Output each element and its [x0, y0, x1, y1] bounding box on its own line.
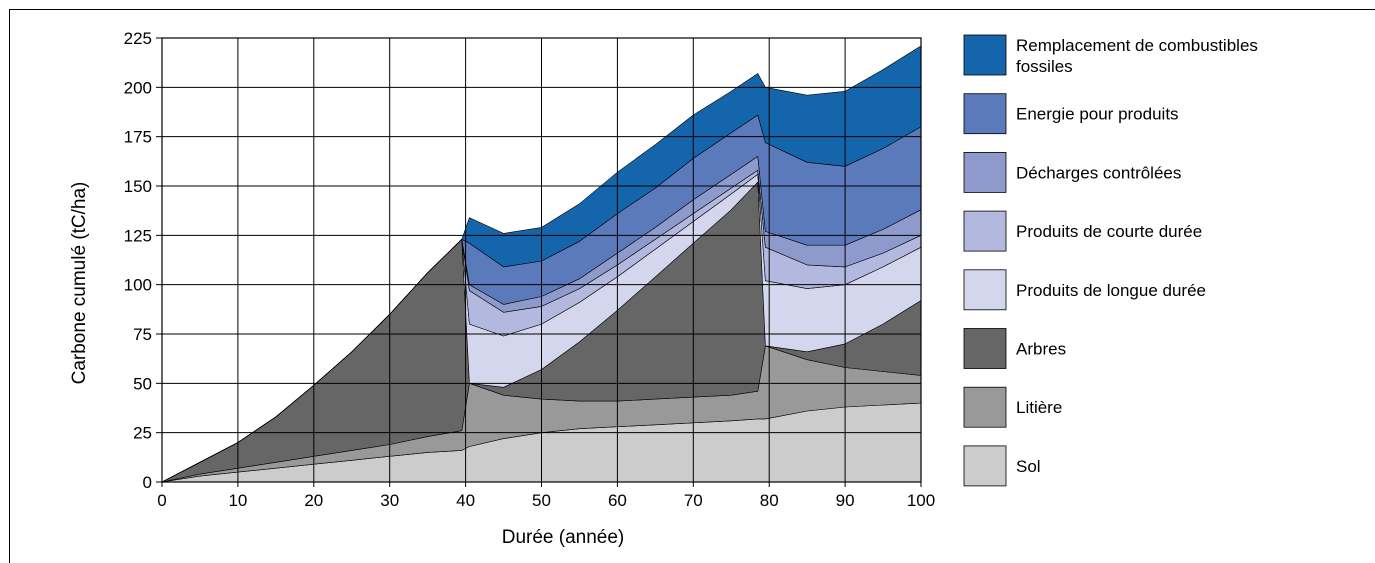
tick-labels: 0 10 20 30 40 50 60 70 80 90 100 0 25 50 75 100 125 150 17…	[124, 29, 936, 510]
legend-label: Décharges contrôlées	[1016, 163, 1181, 182]
legend-item-sol: Sol	[963, 445, 1041, 487]
y-tick-label: 150	[124, 177, 152, 196]
y-tick-label: 225	[124, 29, 152, 48]
legend-swatch	[963, 386, 1007, 428]
x-tick-label: 40	[456, 491, 475, 510]
x-tick-label: 50	[532, 491, 551, 510]
x-axis-label: Durée (année)	[502, 527, 625, 548]
x-tick-label: 100	[907, 491, 935, 510]
legend-label: Produits de courte durée	[1016, 222, 1202, 241]
legend-swatch	[963, 328, 1007, 369]
legend-label: Produits de longue durée	[1016, 281, 1206, 300]
legend-item-energie-pour-produits: Energie pour produits	[963, 93, 1179, 135]
legend-label: Arbres	[1016, 340, 1066, 359]
x-tick-label: 60	[608, 491, 627, 510]
legend-swatch	[963, 93, 1007, 135]
x-tick-label: 20	[304, 491, 323, 510]
y-axis-label: Carbone cumulé (tC/ha)	[69, 182, 90, 385]
y-tick-label: 175	[124, 128, 152, 147]
legend-swatch	[963, 445, 1007, 487]
y-tick-label: 50	[133, 374, 152, 393]
legend-label: Sol	[1016, 457, 1041, 476]
legend-item-litiere: Litière	[963, 386, 1062, 428]
legend-item-arbres: Arbres	[963, 328, 1066, 369]
x-tick-label: 80	[760, 491, 779, 510]
y-tick-label: 0	[143, 473, 152, 492]
y-tick-label: 25	[133, 424, 152, 443]
y-tick-label: 200	[124, 78, 152, 97]
x-tick-label: 0	[157, 491, 166, 510]
figure-frame	[9, 9, 1375, 563]
y-tick-label: 125	[124, 226, 152, 245]
legend-item-produits-de-courte-duree: Produits de courte durée	[963, 210, 1202, 252]
x-tick-label: 90	[836, 491, 855, 510]
y-tick-label: 100	[124, 276, 152, 295]
legend: Remplacement de combustibles fossiles Ener…	[963, 34, 1258, 487]
x-tick-label: 30	[380, 491, 399, 510]
legend-swatch	[963, 151, 1007, 193]
legend-item-decharges-controlees: Décharges contrôlées	[963, 151, 1181, 193]
legend-item-produits-de-longue-duree: Produits de longue durée	[963, 269, 1206, 311]
legend-item-remplacement-de-combustibles-fossiles: Remplacement de combustibles fossiles	[963, 34, 1258, 76]
legend-label: Energie pour produits	[1016, 105, 1179, 124]
legend-label: Litière	[1016, 398, 1062, 417]
y-tick-label: 75	[133, 325, 152, 344]
legend-label: Remplacement de combustibles fossiles	[1016, 36, 1258, 76]
x-tick-label: 70	[684, 491, 703, 510]
x-tick-label: 10	[228, 491, 247, 510]
legend-swatch	[963, 210, 1007, 252]
legend-swatch	[963, 269, 1007, 311]
legend-swatch	[963, 34, 1007, 76]
